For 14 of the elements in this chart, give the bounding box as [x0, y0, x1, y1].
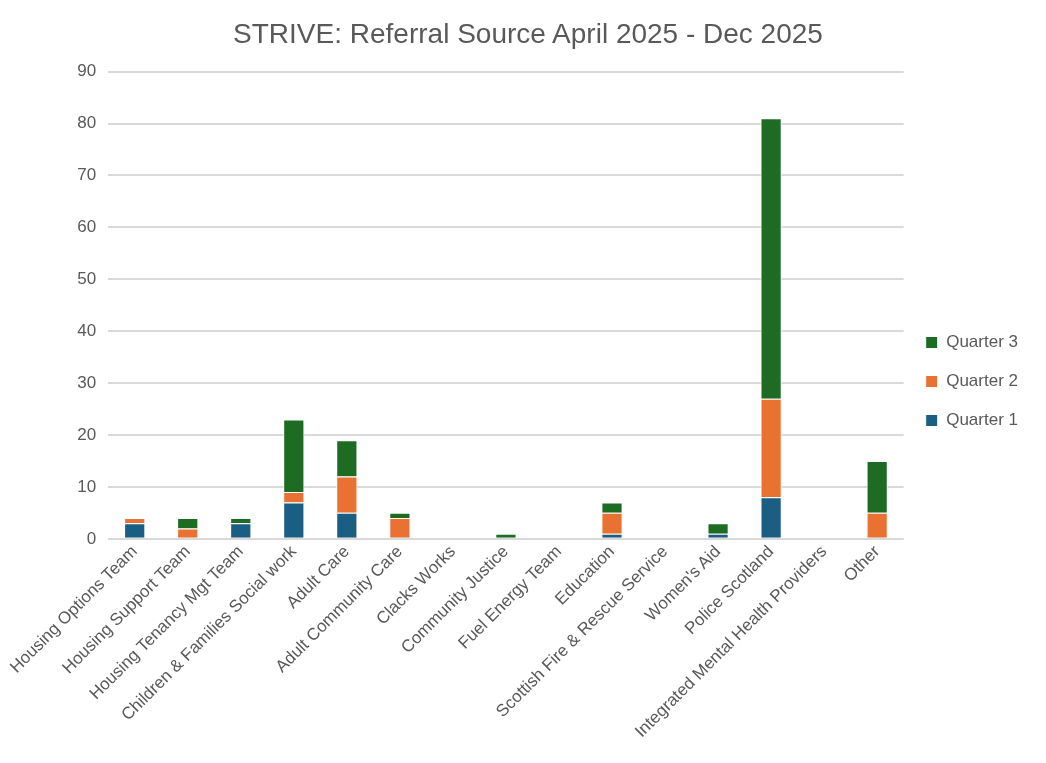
chart-title: STRIVE: Referral Source April 2025 - Dec 2025 — [233, 17, 823, 49]
y-tick-label: 40 — [77, 320, 97, 340]
y-tick-label: 50 — [77, 268, 97, 288]
y-tick-label: 0 — [86, 528, 97, 548]
y-tick-label: 70 — [77, 165, 97, 185]
y-tick-label: 60 — [77, 217, 97, 237]
y-tick-label: 80 — [77, 113, 97, 133]
legend-label: Quarter 1 — [946, 410, 1018, 430]
y-tick-label: 10 — [77, 476, 97, 496]
y-tick-label: 20 — [77, 424, 97, 444]
y-tick-label: 30 — [77, 372, 97, 392]
legend-label: Quarter 3 — [946, 332, 1018, 352]
y-tick-label: 90 — [77, 61, 97, 81]
legend-label: Quarter 2 — [946, 371, 1018, 391]
